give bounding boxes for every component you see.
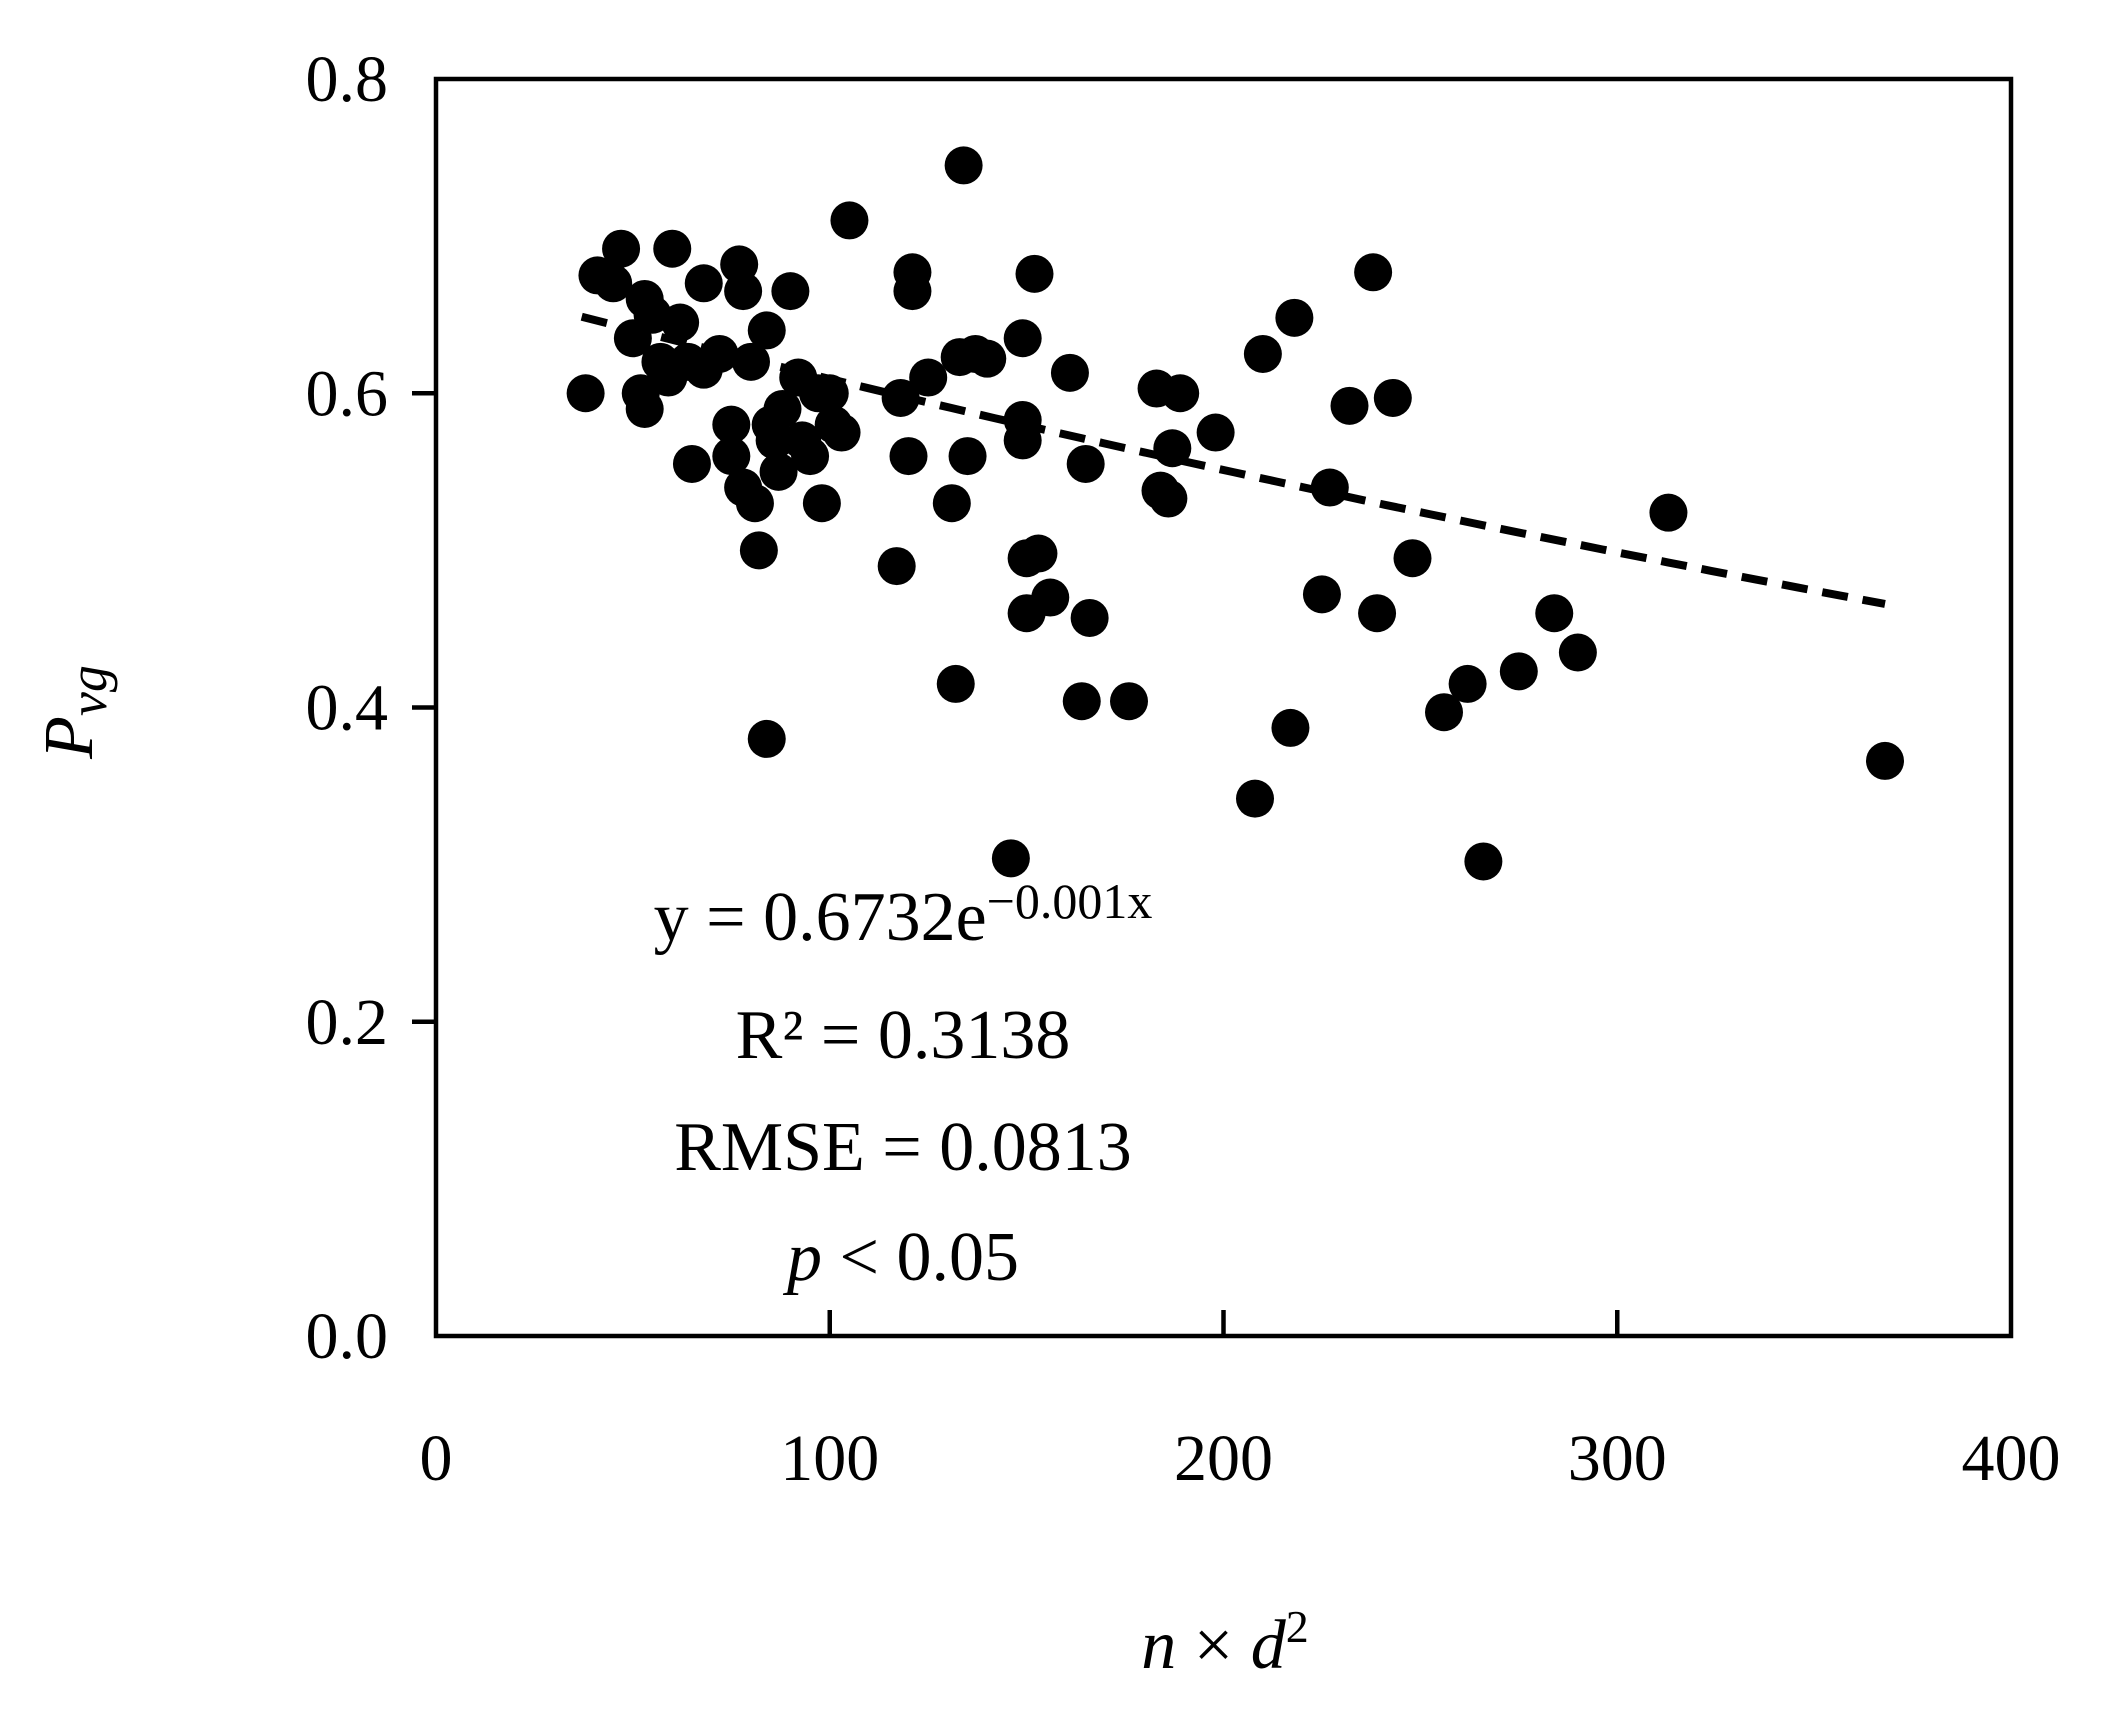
x-tick-label: 300: [1568, 1422, 1667, 1495]
data-point: [755, 421, 794, 460]
data-point: [1161, 374, 1200, 413]
x-axis-title: n × d2: [1141, 1601, 1308, 1684]
y-tick-label: 0.6: [306, 357, 389, 430]
data-point: [1015, 254, 1054, 293]
data-point: [877, 547, 916, 586]
data-point: [791, 437, 830, 476]
x-tick-label: 0: [420, 1422, 453, 1495]
data-point: [1271, 708, 1310, 747]
data-point: [747, 311, 786, 350]
data-point: [889, 437, 928, 476]
data-point: [1149, 479, 1188, 518]
fit-annotation: y = 0.6732e−0.001x R² = 0.3138 RMSE = 0.…: [654, 873, 1153, 1296]
data-point: [830, 201, 869, 240]
data-point: [1196, 413, 1235, 452]
x-tick-label: 100: [780, 1422, 879, 1495]
data-point: [1153, 429, 1192, 468]
data-point: [739, 531, 778, 570]
data-point: [724, 272, 763, 311]
data-point: [1275, 298, 1314, 337]
x-tick-label: 200: [1174, 1422, 1273, 1495]
data-point: [1302, 575, 1341, 614]
data-point: [1358, 594, 1397, 633]
data-point: [735, 484, 774, 523]
data-point: [1003, 319, 1042, 358]
data-point: [1243, 334, 1282, 373]
r2-text: R² = 0.3138: [736, 997, 1071, 1074]
data-point: [625, 389, 664, 428]
y-axis-title: Pvg: [31, 665, 118, 760]
y-tick-label: 0.8: [306, 43, 389, 116]
data-point: [1866, 741, 1904, 780]
data-point: [968, 339, 1007, 378]
data-point: [594, 264, 633, 303]
data-point: [1499, 652, 1538, 691]
data-point: [1649, 493, 1688, 532]
data-point: [1330, 386, 1369, 425]
data-points: [566, 146, 1904, 881]
data-point: [712, 437, 751, 476]
data-point: [653, 229, 692, 268]
data-point: [1050, 353, 1089, 392]
data-point: [1448, 664, 1487, 703]
y-tick-label: 0.4: [306, 672, 389, 745]
data-point: [732, 342, 770, 381]
y-tick-label: 0.0: [306, 1300, 389, 1373]
x-tick-label: 400: [1962, 1422, 2061, 1495]
data-point: [759, 452, 798, 491]
tick-labels: 0 100 200 300 400 0.0 0.2 0.4 0.6 0.8: [306, 43, 2061, 1495]
p-value-text: p < 0.05: [782, 1219, 1019, 1296]
data-point: [1354, 253, 1393, 292]
data-point: [893, 272, 932, 311]
data-point: [661, 303, 700, 342]
data-point: [932, 484, 971, 523]
data-point: [1003, 421, 1042, 460]
data-point: [948, 437, 987, 476]
data-point: [810, 374, 849, 413]
data-point: [1535, 594, 1574, 633]
data-point: [822, 413, 861, 452]
rmse-text: RMSE = 0.0813: [674, 1109, 1132, 1186]
data-point: [1310, 468, 1349, 507]
data-point: [602, 229, 641, 268]
data-point: [1236, 779, 1274, 818]
data-point: [936, 664, 975, 703]
data-point: [1558, 633, 1597, 672]
data-point: [944, 146, 983, 185]
data-point: [1019, 534, 1058, 573]
equation-text: y = 0.6732e−0.001x: [654, 873, 1153, 956]
data-point: [802, 484, 841, 523]
data-point: [684, 264, 723, 303]
data-point: [881, 378, 920, 417]
data-point: [1110, 682, 1148, 721]
data-point: [1070, 598, 1109, 637]
data-point: [747, 719, 786, 758]
data-point: [991, 839, 1030, 878]
data-point: [1062, 682, 1101, 721]
data-point: [763, 389, 802, 428]
data-point: [909, 358, 948, 397]
data-point: [566, 374, 605, 413]
data-point: [1066, 444, 1105, 483]
data-point: [1031, 578, 1070, 617]
data-point: [1425, 693, 1463, 732]
data-point: [672, 444, 711, 483]
data-point: [1393, 539, 1432, 578]
data-point: [700, 334, 739, 373]
axis-ticks: [412, 391, 1620, 1336]
y-tick-label: 0.2: [306, 986, 389, 1059]
data-point: [771, 272, 810, 311]
data-point: [712, 405, 751, 444]
data-point: [1464, 842, 1503, 881]
data-point: [1373, 378, 1412, 417]
